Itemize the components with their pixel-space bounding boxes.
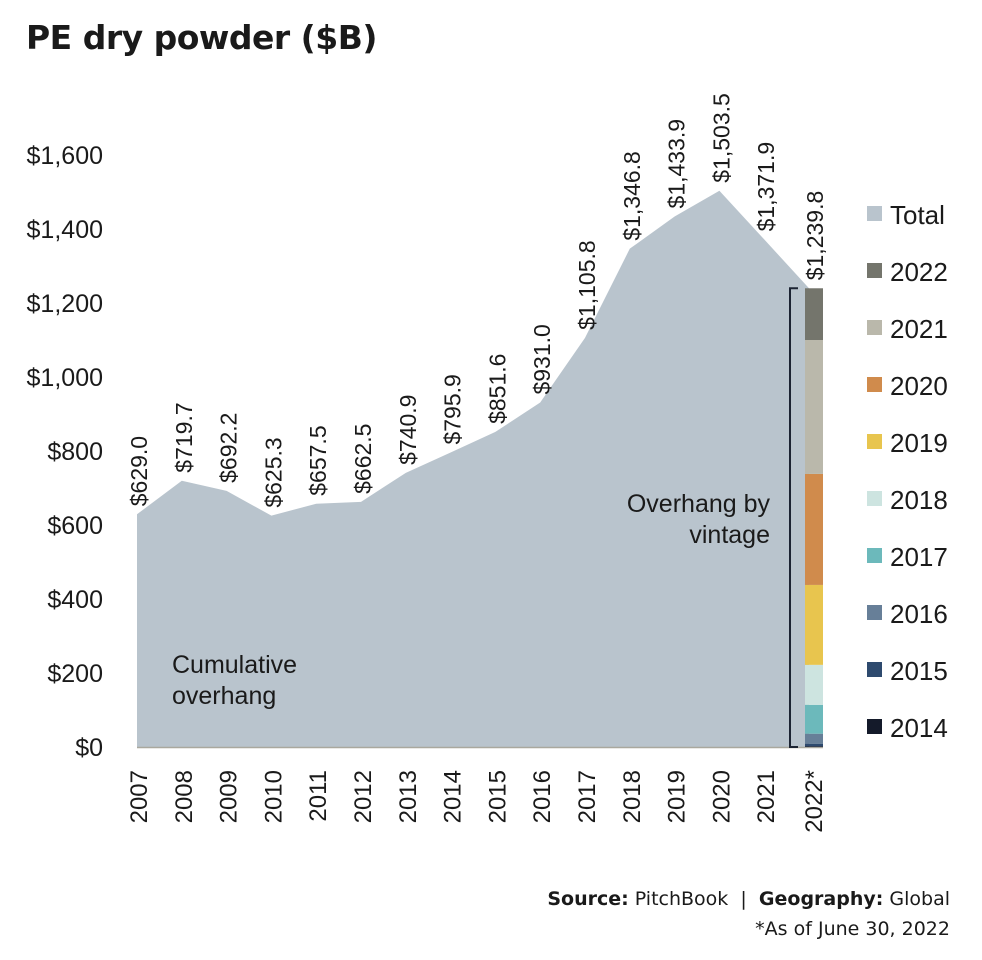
x-tick-label: 2022* <box>801 770 828 833</box>
source-value: PitchBook <box>634 888 729 910</box>
legend-label: 2021 <box>890 314 948 344</box>
y-tick-label: $1,200 <box>27 290 103 318</box>
data-label: $795.9 <box>440 374 466 444</box>
x-tick-label: 2019 <box>664 770 691 823</box>
data-label: $851.6 <box>484 354 510 424</box>
x-tick-label: 2008 <box>171 770 198 823</box>
bar-segment-2014 <box>805 746 823 747</box>
stacked-bar <box>805 288 823 747</box>
y-tick-label: $400 <box>47 586 103 614</box>
footer: Source: PitchBook | Geography: Global *A… <box>547 884 950 944</box>
bar-segment-2015 <box>805 743 823 747</box>
data-labels: $629.0 $719.7 $692.2 $625.3 $657.5 $662.5 $740… <box>126 93 828 507</box>
annotation-overhang-by-vintage: vintage <box>689 521 770 549</box>
bracket <box>789 287 798 748</box>
chart-title: PE dry powder ($B) <box>26 18 377 57</box>
data-label: $1,433.9 <box>664 119 690 209</box>
x-axis-labels: 2007 2008 2009 2010 2011 2012 2013 2014 2015 2016… <box>126 770 828 833</box>
vintage-bracket <box>789 287 798 748</box>
data-label: $692.2 <box>216 413 242 483</box>
legend-swatch <box>867 719 882 734</box>
annotation-cumulative-overhang: Cumulative <box>172 651 297 679</box>
legend: Total 2022 2021 2020 2019 2018 2017 2016 2015 201… <box>867 200 948 743</box>
y-tick-label: $200 <box>47 660 103 688</box>
legend-label: 2016 <box>890 599 948 629</box>
x-tick-label: 2015 <box>484 770 511 823</box>
annotation-overhang-by-vintage: Overhang by <box>627 490 771 518</box>
data-label: $625.3 <box>260 437 286 507</box>
y-tick-label: $0 <box>75 734 103 762</box>
bar-segment-2022 <box>805 288 823 340</box>
legend-label: 2017 <box>890 542 948 572</box>
data-label: $1,371.9 <box>753 142 779 232</box>
x-tick-label: 2018 <box>619 770 646 823</box>
data-label: $1,503.5 <box>708 93 734 183</box>
legend-swatch <box>867 662 882 677</box>
legend-label: 2015 <box>890 656 948 686</box>
x-tick-label: 2013 <box>395 770 422 823</box>
bar-segment-2019 <box>805 584 823 665</box>
bar-segment-2018 <box>805 664 823 705</box>
y-axis-ticks: $0 $200 $400 $600 $800 $1,000 $1,200 $1,400 $1,6… <box>27 142 103 762</box>
legend-swatch <box>867 605 882 620</box>
legend-swatch <box>867 377 882 392</box>
bar-segment-2016 <box>805 733 823 744</box>
data-label: $1,346.8 <box>619 151 645 241</box>
data-label: $657.5 <box>305 425 331 495</box>
legend-label: 2019 <box>890 428 948 458</box>
data-label: $1,105.8 <box>574 240 600 330</box>
y-tick-label: $1,400 <box>27 216 103 244</box>
data-label: $740.9 <box>395 395 421 465</box>
legend-swatch <box>867 434 882 449</box>
x-tick-label: 2021 <box>753 770 780 823</box>
bar-segment-2021 <box>805 340 823 474</box>
data-label: $719.7 <box>171 402 197 472</box>
chart: $0 $200 $400 $600 $800 $1,000 $1,200 $1,400 $1,6… <box>27 93 948 833</box>
legend-swatch <box>867 263 882 278</box>
legend-swatch <box>867 548 882 563</box>
y-tick-label: $1,600 <box>27 142 103 170</box>
x-tick-label: 2017 <box>574 770 601 823</box>
y-tick-label: $600 <box>47 512 103 540</box>
data-label: $931.0 <box>529 324 555 394</box>
legend-swatch <box>867 206 882 221</box>
data-label: $662.5 <box>350 424 376 494</box>
area-layer <box>137 190 823 749</box>
x-tick-label: 2010 <box>260 770 287 823</box>
x-tick-label: 2020 <box>708 770 735 823</box>
data-label: $629.0 <box>126 436 152 506</box>
legend-label: Total <box>890 200 945 230</box>
x-tick-label: 2011 <box>305 770 332 822</box>
x-tick-label: 2016 <box>529 770 556 823</box>
total-area <box>137 190 809 747</box>
legend-swatch <box>867 320 882 335</box>
bar-segment-2020 <box>805 473 823 585</box>
x-tick-label: 2012 <box>350 770 377 823</box>
bar-segment-2017 <box>805 704 823 734</box>
separator: | <box>740 888 747 910</box>
legend-label: 2022 <box>890 257 948 287</box>
legend-swatch <box>867 491 882 506</box>
legend-label: 2014 <box>890 713 948 743</box>
geography-value: Global <box>889 888 950 910</box>
source-line: Source: PitchBook | Geography: Global <box>547 884 950 914</box>
data-label: $1,239.8 <box>802 191 828 281</box>
annotation-cumulative-overhang: overhang <box>172 682 276 710</box>
annotations: Cumulative overhang Overhang by vintage <box>172 490 770 710</box>
geography-label: Geography: <box>758 888 884 910</box>
y-tick-label: $800 <box>47 438 103 466</box>
legend-label: 2018 <box>890 485 948 515</box>
footnote: *As of June 30, 2022 <box>755 918 950 940</box>
x-tick-label: 2009 <box>216 770 243 823</box>
y-tick-label: $1,000 <box>27 364 103 392</box>
source-label: Source: <box>547 888 629 910</box>
x-tick-label: 2014 <box>440 770 467 823</box>
x-tick-label: 2007 <box>126 770 153 823</box>
legend-label: 2020 <box>890 371 948 401</box>
